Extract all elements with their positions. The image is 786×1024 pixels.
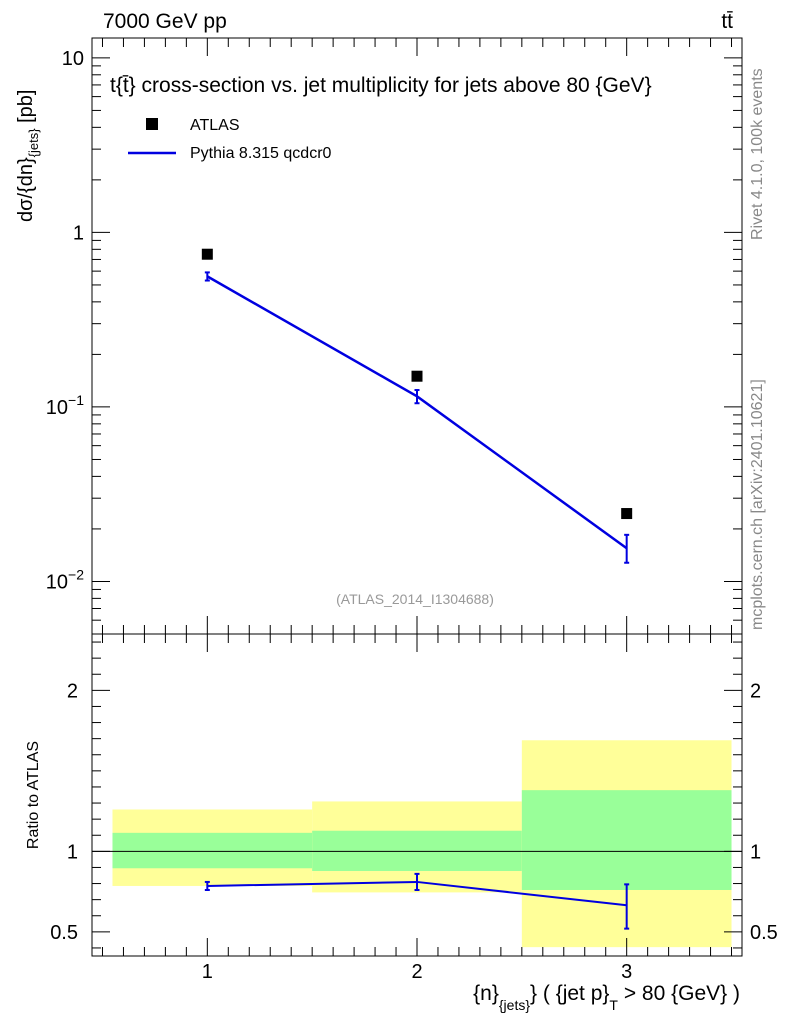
- atlas-data-point: [411, 370, 423, 382]
- y-tick-base: 10: [46, 397, 68, 419]
- legend-pythia-label: Pythia 8.315 qcdcr0: [190, 145, 332, 162]
- source-label: mcplots.cern.ch [arXiv:2401.10621]: [749, 379, 766, 630]
- y-tick-base: 1: [73, 222, 84, 244]
- main-y-axis-label: dσ/{dn}{jets} [pb]: [15, 90, 41, 222]
- ratio-y-tick-label-right: 0.5: [750, 922, 778, 944]
- ratio-y-tick-label-right: 1: [750, 841, 761, 863]
- legend-atlas-label: ATLAS: [190, 117, 240, 134]
- energy-label: 7000 GeV pp: [103, 10, 227, 33]
- x-tick-label: 2: [411, 961, 422, 983]
- ratio-y-axis-label: Ratio to ATLAS: [25, 741, 42, 849]
- y-tick-exponent: −2: [68, 566, 84, 582]
- ratio-y-tick-label-left: 1: [67, 841, 78, 863]
- y-label-unit: [pb]: [15, 90, 37, 129]
- atlas-data-point: [201, 248, 213, 260]
- y-tick-base: 10: [62, 48, 84, 70]
- x-label-sub1: {jets}: [499, 997, 530, 1013]
- y-label-sub: {jets}: [26, 128, 41, 158]
- ratio-band-inner: [521, 790, 732, 890]
- x-label-part1: {n}: [473, 982, 499, 1005]
- ratio-panel: 2 2 1 1 0.5 0.5 1 2 3: [50, 633, 778, 983]
- y-tick-exponent: −1: [68, 392, 84, 408]
- ratio-y-tick-label-left: 0.5: [50, 922, 78, 944]
- y-label-main: dσ/{dn}: [15, 157, 37, 222]
- process-label: tt̄: [721, 10, 733, 33]
- pythia-line: [206, 275, 628, 550]
- x-tick-label: 1: [202, 961, 213, 983]
- ratio-band-inner: [112, 832, 313, 869]
- y-tick-label: 1: [73, 222, 84, 244]
- chart-title: t{t̄} cross-section vs. jet multiplicity…: [110, 74, 652, 97]
- x-label-part2: } ( {jet p}: [530, 982, 609, 1005]
- y-tick-base: 10: [46, 571, 68, 593]
- x-label-sub2: T: [609, 997, 618, 1013]
- y-tick-label: 10−1: [46, 392, 84, 419]
- x-tick-label: 3: [621, 961, 632, 983]
- rivet-label: Rivet 4.1.0, 100k events: [749, 68, 766, 240]
- ratio-bands: [112, 740, 732, 948]
- y-tick-label: 10: [62, 48, 84, 70]
- atlas-data-point: [621, 508, 633, 520]
- legend: ATLAS Pythia 8.315 qcdcr0: [128, 117, 332, 162]
- analysis-watermark: (ATLAS_2014_I1304688): [336, 591, 494, 607]
- ratio-y-tick-label-right: 2: [750, 680, 761, 702]
- x-axis-label: {n}{jets}} ( {jet p}T > 80 {GeV} ): [473, 982, 740, 1013]
- y-tick-label: 10−2: [46, 566, 84, 593]
- legend-atlas-marker: [146, 118, 158, 130]
- ratio-y-tick-label-left: 2: [67, 680, 78, 702]
- x-label-part3: > 80 {GeV} ): [618, 982, 740, 1005]
